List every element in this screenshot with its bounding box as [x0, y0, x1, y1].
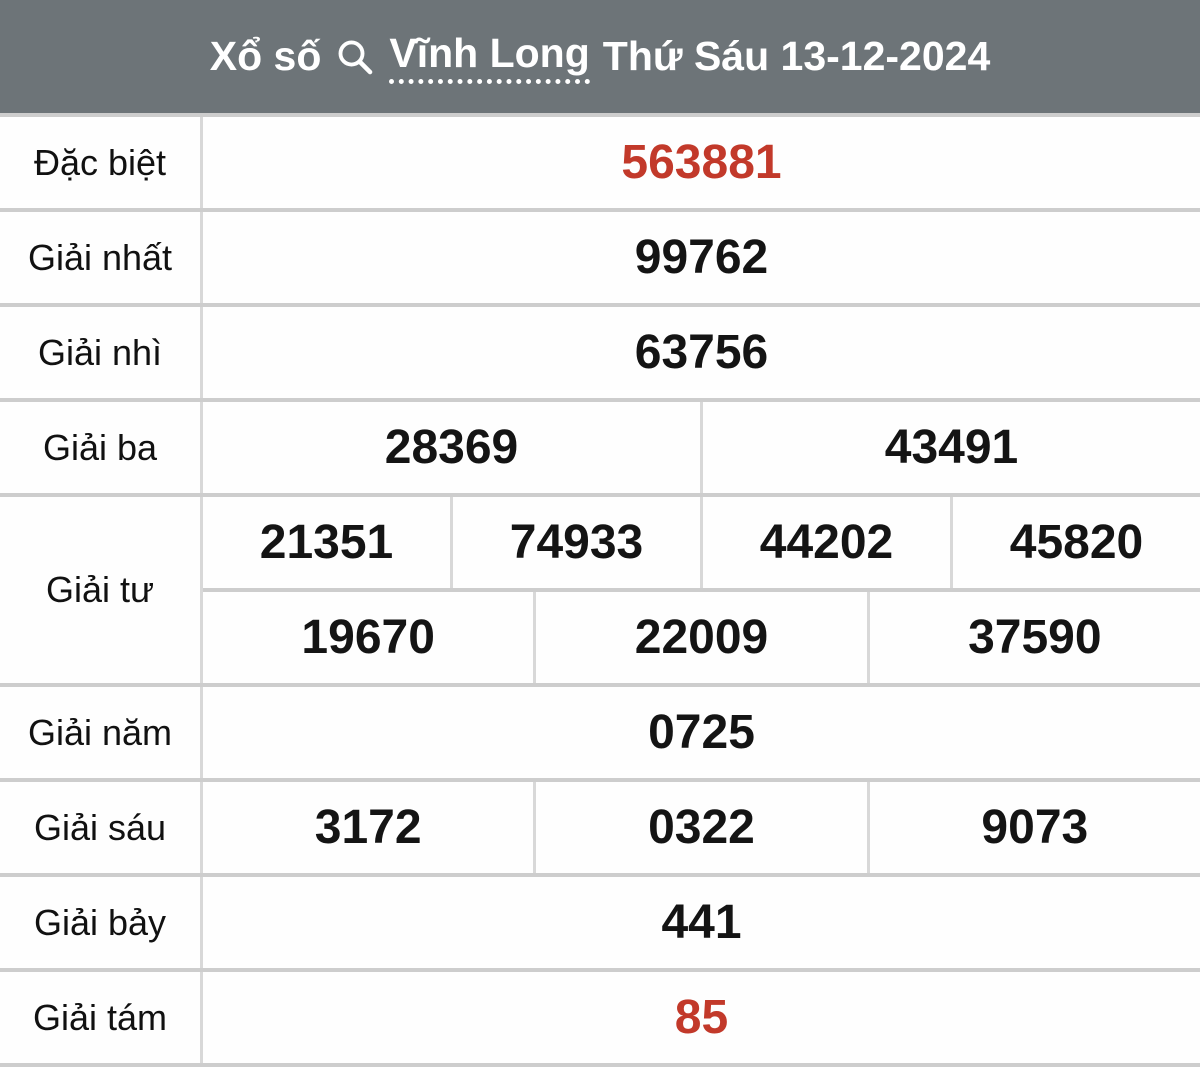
- prize-label: Giải sáu: [0, 782, 200, 873]
- prize-number: 74933: [453, 497, 700, 588]
- table-row-fourth: Giải tư 21351 74933 44202 45820 19670 22…: [0, 497, 1200, 683]
- prize-number: 21351: [203, 497, 450, 588]
- table-row-special: Đặc biệt 563881: [0, 117, 1200, 208]
- prize-number: 9073: [869, 782, 1200, 873]
- prize-number: 3172: [203, 782, 534, 873]
- prize-number: 43491: [703, 402, 1200, 493]
- prize-number: 28369: [203, 402, 700, 493]
- prize-label: Giải năm: [0, 687, 200, 778]
- region-link[interactable]: Vĩnh Long: [389, 30, 590, 84]
- search-icon[interactable]: [334, 36, 376, 78]
- prize-number: 44202: [703, 497, 950, 588]
- fourth-prize-subrow-2: 19670 22009 37590: [203, 592, 1200, 683]
- prize-label: Giải nhất: [0, 212, 200, 303]
- table-row-third: Giải ba 28369 43491: [0, 402, 1200, 493]
- prize-number: 441: [203, 877, 1200, 968]
- prize-number: 85: [203, 972, 1200, 1063]
- table-row-second: Giải nhì 63756: [0, 307, 1200, 398]
- prize-label: Giải ba: [0, 402, 200, 493]
- header-date: Thứ Sáu 13-12-2024: [602, 33, 991, 79]
- prize-label: Đặc biệt: [0, 117, 200, 208]
- prize-number: 37590: [869, 592, 1200, 683]
- header-title-prefix: Xổ số: [209, 33, 322, 79]
- prize-number: 63756: [203, 307, 1200, 398]
- prize-number: 45820: [953, 497, 1200, 588]
- prize-label: Giải tư: [0, 497, 200, 683]
- table-row-seventh: Giải bảy 441: [0, 877, 1200, 968]
- fourth-prize-grid: 21351 74933 44202 45820 19670 22009 3759…: [203, 497, 1200, 683]
- prize-number: 19670: [203, 592, 534, 683]
- prize-number: 0322: [536, 782, 867, 873]
- prize-number: 563881: [203, 117, 1200, 208]
- prize-number: 0725: [203, 687, 1200, 778]
- table-row-fifth: Giải năm 0725: [0, 687, 1200, 778]
- prize-label: Giải bảy: [0, 877, 200, 968]
- prize-number: 22009: [536, 592, 867, 683]
- table-row-first: Giải nhất 99762: [0, 212, 1200, 303]
- prize-label: Giải tám: [0, 972, 200, 1063]
- results-table: Đặc biệt 563881 Giải nhất 99762 Giải nhì…: [0, 113, 1200, 1067]
- fourth-prize-subrow-1: 21351 74933 44202 45820: [203, 497, 1200, 588]
- prize-number: 99762: [203, 212, 1200, 303]
- prize-label: Giải nhì: [0, 307, 200, 398]
- table-row-eighth: Giải tám 85: [0, 972, 1200, 1063]
- header-bar: Xổ số Vĩnh Long Thứ Sáu 13-12-2024: [0, 0, 1200, 113]
- table-row-sixth: Giải sáu 3172 0322 9073: [0, 782, 1200, 873]
